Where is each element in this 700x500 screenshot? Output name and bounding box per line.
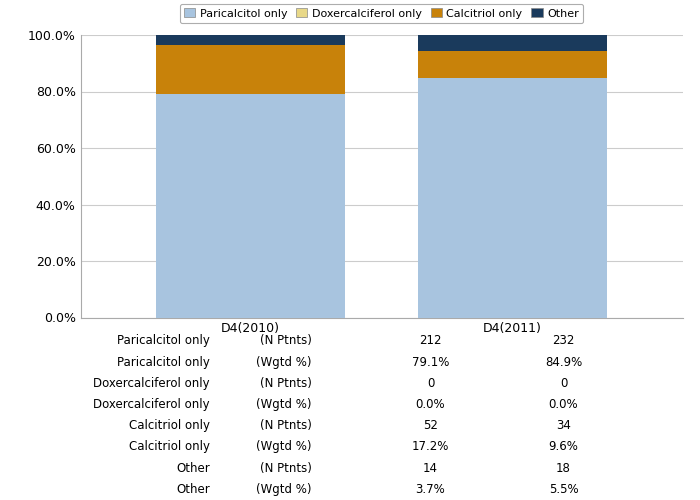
Text: Doxercalciferol only: Doxercalciferol only — [93, 377, 210, 390]
Text: (N Ptnts): (N Ptnts) — [260, 462, 312, 474]
Text: Doxercalciferol only: Doxercalciferol only — [93, 398, 210, 411]
Text: (Wgtd %): (Wgtd %) — [256, 398, 312, 411]
Text: 17.2%: 17.2% — [412, 440, 449, 454]
Text: 52: 52 — [423, 419, 438, 432]
Bar — [156, 46, 345, 94]
Text: 0.0%: 0.0% — [416, 398, 445, 411]
Text: 18: 18 — [556, 462, 571, 474]
Text: (N Ptnts): (N Ptnts) — [260, 334, 312, 347]
Text: 212: 212 — [419, 334, 442, 347]
Text: (Wgtd %): (Wgtd %) — [256, 440, 312, 454]
Text: Paricalcitol only: Paricalcitol only — [117, 356, 210, 368]
Text: 0: 0 — [427, 377, 434, 390]
Text: 232: 232 — [552, 334, 575, 347]
Text: (N Ptnts): (N Ptnts) — [260, 377, 312, 390]
Text: 3.7%: 3.7% — [416, 483, 445, 496]
Text: (N Ptnts): (N Ptnts) — [260, 419, 312, 432]
Text: 9.6%: 9.6% — [549, 440, 578, 454]
Bar — [418, 78, 607, 318]
Text: 84.9%: 84.9% — [545, 356, 582, 368]
Text: 34: 34 — [556, 419, 571, 432]
Bar — [156, 35, 345, 45]
Text: (Wgtd %): (Wgtd %) — [256, 356, 312, 368]
Legend: Paricalcitol only, Doxercalciferol only, Calcitriol only, Other: Paricalcitol only, Doxercalciferol only,… — [180, 4, 583, 23]
Text: 14: 14 — [423, 462, 438, 474]
Text: Paricalcitol only: Paricalcitol only — [117, 334, 210, 347]
Text: Calcitriol only: Calcitriol only — [129, 419, 210, 432]
Bar — [418, 35, 607, 50]
Bar — [418, 50, 607, 78]
Text: Calcitriol only: Calcitriol only — [129, 440, 210, 454]
Text: Other: Other — [176, 462, 210, 474]
Bar — [156, 94, 345, 318]
Text: Other: Other — [176, 483, 210, 496]
Text: 0.0%: 0.0% — [549, 398, 578, 411]
Text: 0: 0 — [560, 377, 567, 390]
Text: 5.5%: 5.5% — [549, 483, 578, 496]
Text: (Wgtd %): (Wgtd %) — [256, 483, 312, 496]
Text: 79.1%: 79.1% — [412, 356, 449, 368]
